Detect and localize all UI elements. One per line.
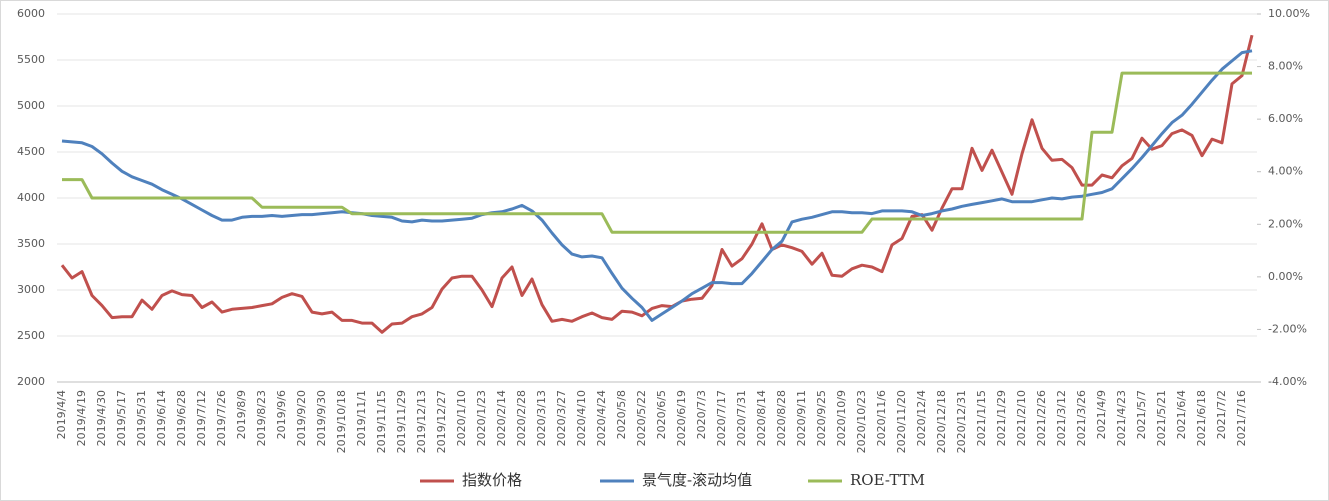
y-tick-label: 4500 bbox=[17, 145, 45, 158]
x-tick-label: 2020/10/23 bbox=[855, 390, 868, 453]
x-tick-label: 2021/5/7 bbox=[1135, 390, 1148, 439]
x-tick-label: 2019/7/12 bbox=[195, 390, 208, 446]
y2-tick-label: 8.00% bbox=[1268, 60, 1303, 73]
x-tick-label: 2019/11/1 bbox=[355, 390, 368, 446]
series-line bbox=[61, 49, 1253, 322]
y-tick-label: 5500 bbox=[17, 53, 45, 66]
x-tick-label: 2021/6/4 bbox=[1175, 390, 1188, 439]
x-tick-label: 2020/8/14 bbox=[755, 390, 768, 446]
series-line bbox=[62, 71, 1252, 234]
y2-tick-label: 6.00% bbox=[1268, 112, 1303, 125]
x-tick-label: 2020/8/28 bbox=[775, 390, 788, 446]
x-tick-label: 2020/12/18 bbox=[935, 390, 948, 453]
x-tick-label: 2019/6/28 bbox=[175, 390, 188, 446]
x-tick-label: 2019/9/30 bbox=[315, 390, 328, 446]
x-tick-label: 2021/2/26 bbox=[1035, 390, 1048, 446]
x-tick-label: 2020/1/23 bbox=[475, 390, 488, 446]
x-tick-label: 2019/12/27 bbox=[435, 390, 448, 453]
x-tick-label: 2020/4/24 bbox=[595, 390, 608, 446]
x-tick-label: 2020/3/13 bbox=[535, 390, 548, 446]
x-tick-label: 2020/7/17 bbox=[715, 390, 728, 446]
x-tick-label: 2021/3/26 bbox=[1075, 390, 1088, 446]
x-tick-label: 2019/6/14 bbox=[155, 390, 168, 446]
x-tick-label: 2019/12/13 bbox=[415, 390, 428, 453]
x-tick-label: 2020/9/25 bbox=[815, 390, 828, 446]
x-tick-label: 2019/4/19 bbox=[75, 390, 88, 446]
x-tick-label: 2020/2/28 bbox=[515, 390, 528, 446]
x-tick-label: 2020/12/31 bbox=[955, 390, 968, 453]
x-tick-label: 2020/5/22 bbox=[635, 390, 648, 446]
x-tick-label: 2019/4/4 bbox=[55, 390, 68, 439]
x-tick-label: 2020/12/4 bbox=[915, 390, 928, 446]
x-tick-label: 2020/11/6 bbox=[875, 390, 888, 446]
x-tick-label: 2019/11/15 bbox=[375, 390, 388, 453]
x-tick-label: 2020/2/14 bbox=[495, 390, 508, 446]
y-tick-label: 2500 bbox=[17, 329, 45, 342]
x-tick-label: 2021/6/18 bbox=[1195, 390, 1208, 446]
x-tick-label: 2020/3/27 bbox=[555, 390, 568, 446]
y-tick-label: 6000 bbox=[17, 7, 45, 20]
y2-tick-label: -2.00% bbox=[1268, 322, 1307, 335]
x-tick-label: 2020/9/11 bbox=[795, 390, 808, 446]
x-tick-label: 2019/8/9 bbox=[235, 390, 248, 439]
series-line bbox=[60, 34, 1254, 334]
x-tick-label: 2019/5/17 bbox=[115, 390, 128, 446]
x-tick-label: 2021/7/2 bbox=[1215, 390, 1228, 439]
x-tick-label: 2019/9/6 bbox=[275, 390, 288, 439]
y2-tick-label: 0.00% bbox=[1268, 270, 1303, 283]
y2-tick-label: 2.00% bbox=[1268, 217, 1303, 230]
x-tick-label: 2019/4/30 bbox=[95, 390, 108, 446]
x-tick-label: 2021/7/16 bbox=[1235, 390, 1248, 446]
x-tick-label: 2021/5/21 bbox=[1155, 390, 1168, 446]
x-tick-label: 2021/1/15 bbox=[975, 390, 988, 446]
x-tick-label: 2020/7/3 bbox=[695, 390, 708, 439]
x-tick-label: 2019/9/20 bbox=[295, 390, 308, 446]
y2-tick-label: 10.00% bbox=[1268, 7, 1310, 20]
x-tick-label: 2019/7/26 bbox=[215, 390, 228, 446]
x-tick-label: 2021/3/12 bbox=[1055, 390, 1068, 446]
x-tick-label: 2019/8/23 bbox=[255, 390, 268, 446]
y-tick-label: 2000 bbox=[17, 375, 45, 388]
x-tick-label: 2021/1/29 bbox=[995, 390, 1008, 446]
x-tick-label: 2019/11/29 bbox=[395, 390, 408, 453]
x-tick-label: 2020/10/9 bbox=[835, 390, 848, 446]
legend-label: 景气度-滚动均值 bbox=[642, 471, 752, 489]
x-tick-label: 2020/5/8 bbox=[615, 390, 628, 439]
x-tick-label: 2020/7/31 bbox=[735, 390, 748, 446]
x-tick-label: 2020/6/5 bbox=[655, 390, 668, 439]
x-tick-label: 2021/4/9 bbox=[1095, 390, 1108, 439]
x-tick-label: 2019/10/18 bbox=[335, 390, 348, 453]
x-tick-label: 2021/2/10 bbox=[1015, 390, 1028, 446]
legend-label: 指数价格 bbox=[462, 471, 522, 489]
x-tick-label: 2021/4/23 bbox=[1115, 390, 1128, 446]
y-tick-label: 3000 bbox=[17, 283, 45, 296]
x-tick-label: 2020/11/20 bbox=[895, 390, 908, 453]
y-tick-label: 5000 bbox=[17, 99, 45, 112]
y2-tick-label: -4.00% bbox=[1268, 375, 1307, 388]
y-tick-label: 3500 bbox=[17, 237, 45, 250]
x-tick-label: 2020/1/10 bbox=[455, 390, 468, 446]
legend-label: ROE-TTM bbox=[850, 471, 925, 489]
y2-tick-label: 4.00% bbox=[1268, 165, 1303, 178]
y-tick-label: 4000 bbox=[17, 191, 45, 204]
x-tick-label: 2019/5/31 bbox=[135, 390, 148, 446]
x-tick-label: 2020/6/19 bbox=[675, 390, 688, 446]
x-tick-label: 2020/4/10 bbox=[575, 390, 588, 446]
